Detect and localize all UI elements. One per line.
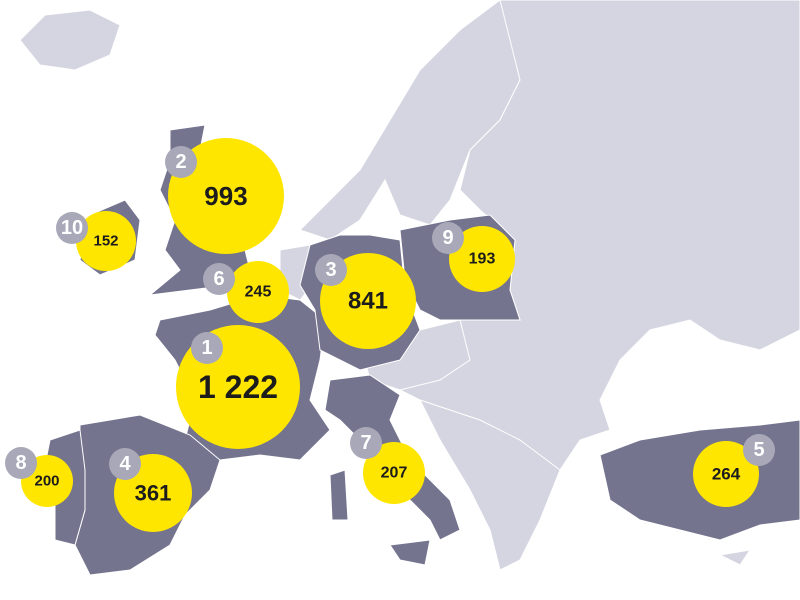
bubble-value: 193: [469, 251, 496, 268]
sicily: [389, 539, 431, 566]
bubble-circle: [449, 226, 515, 292]
rank-badge: [56, 212, 88, 244]
rank-badge: [165, 146, 197, 178]
bubble-value: 841: [348, 288, 388, 315]
rank-number: 3: [325, 259, 336, 281]
bubble-rank-6: 245 6: [203, 261, 289, 323]
sardinia: [329, 469, 349, 521]
rank-badge: [191, 332, 223, 364]
rank-badge: [109, 448, 141, 480]
iceland: [19, 9, 121, 71]
bubble-rank-10: 152 10: [56, 211, 136, 271]
rank-number: 7: [360, 432, 371, 454]
bubble-rank-5: 264 5: [693, 434, 775, 507]
rank-badge: [432, 222, 464, 254]
bubble-circle: [168, 138, 284, 254]
bubble-circle: [693, 441, 759, 507]
rank-badge: [743, 434, 775, 466]
rank-number: 5: [753, 439, 764, 461]
cyprus: [718, 549, 752, 566]
rank-badge: [203, 263, 235, 295]
bubble-circle: [363, 442, 425, 504]
rank-number: 6: [213, 268, 224, 290]
rank-badge: [315, 254, 347, 286]
rank-number: 2: [175, 151, 186, 173]
rank-number: 8: [15, 452, 26, 474]
bubble-rank-2: 993 2: [165, 138, 284, 254]
balkans-greece: [419, 399, 561, 571]
rank-number: 10: [61, 217, 83, 239]
rank-badge: [350, 427, 382, 459]
bubble-rank-3: 841 3: [315, 253, 416, 349]
rank-number: 9: [442, 227, 453, 249]
rank-number: 4: [119, 453, 131, 475]
rank-badge: [5, 447, 37, 479]
rank-number: 1: [201, 337, 212, 359]
bubble-value: 993: [204, 181, 247, 211]
bubble-circle: [227, 261, 289, 323]
bubble-value: 361: [135, 481, 172, 506]
bubble-value: 245: [245, 284, 272, 301]
bubble-value: 152: [93, 233, 118, 250]
bubble-value: 207: [381, 465, 408, 482]
bubble-value: 200: [34, 473, 59, 490]
bubble-value: 1 222: [198, 369, 278, 405]
bubble-value: 264: [712, 465, 741, 484]
bubble-rank-1: 1 222 1: [176, 325, 300, 449]
bubble-circle: [76, 211, 136, 271]
